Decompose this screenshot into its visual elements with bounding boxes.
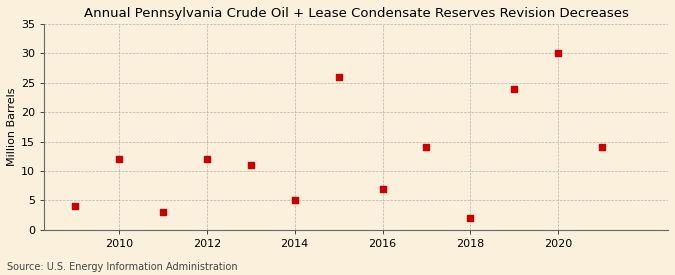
Point	[201, 157, 212, 161]
Point	[333, 75, 344, 79]
Title: Annual Pennsylvania Crude Oil + Lease Condensate Reserves Revision Decreases: Annual Pennsylvania Crude Oil + Lease Co…	[84, 7, 628, 20]
Point	[597, 145, 608, 150]
Point	[421, 145, 432, 150]
Text: Source: U.S. Energy Information Administration: Source: U.S. Energy Information Administ…	[7, 262, 238, 272]
Point	[377, 186, 388, 191]
Point	[245, 163, 256, 167]
Y-axis label: Million Barrels: Million Barrels	[7, 87, 17, 166]
Point	[290, 198, 300, 203]
Point	[113, 157, 124, 161]
Point	[553, 51, 564, 56]
Point	[157, 210, 168, 214]
Point	[509, 86, 520, 91]
Point	[70, 204, 80, 208]
Point	[465, 216, 476, 220]
